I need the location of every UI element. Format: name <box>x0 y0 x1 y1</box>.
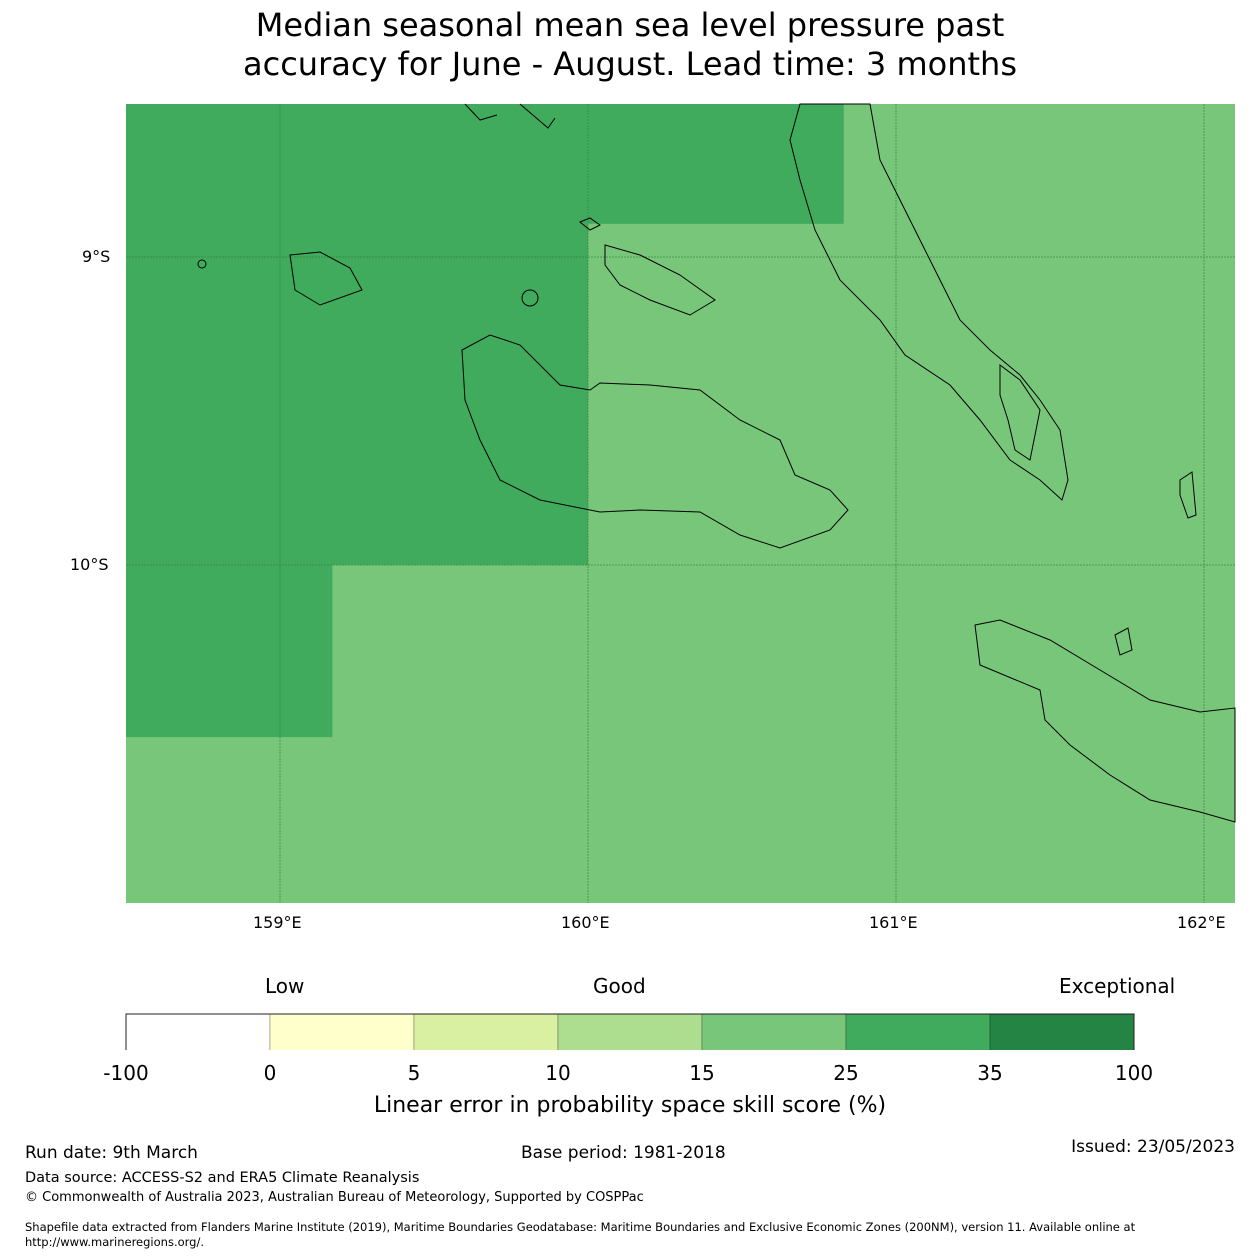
shapefile-url: http://www.marineregions.org/. <box>25 1235 204 1249</box>
skill-region <box>588 104 844 224</box>
colorbar-good-label: Good <box>593 974 646 998</box>
colorbar-outline <box>125 1013 1135 1050</box>
colorbar-segment <box>125 1013 271 1050</box>
base-period: Base period: 1981-2018 <box>521 1143 726 1163</box>
colorbar-tick-label: 15 <box>689 1061 715 1085</box>
colorbar-tick-label: 35 <box>977 1061 1003 1085</box>
run-date: Run date: 9th March <box>25 1143 198 1163</box>
title-line-1: Median seasonal mean sea level pressure … <box>255 6 1005 44</box>
x-tick-label: 162°E <box>1177 913 1226 932</box>
shapefile-credit: Shapefile data extracted from Flanders M… <box>25 1220 1136 1234</box>
florida-islands-coast <box>604 244 716 316</box>
colorbar-tick-label: 5 <box>407 1061 421 1085</box>
data-source: Data source: ACCESS-S2 and ERA5 Climate … <box>25 1170 420 1186</box>
guadalcanal-coast <box>461 334 849 549</box>
colorbar-segment <box>845 1013 991 1050</box>
small-malaita-coast <box>999 364 1041 461</box>
x-tick-label: 161°E <box>869 913 918 932</box>
island-coast <box>519 103 556 129</box>
y-tick-label: 10°S <box>70 555 109 574</box>
colorbar-segment <box>989 1013 1135 1050</box>
colorbar-segment <box>701 1013 847 1050</box>
y-tick-label: 9°S <box>82 247 111 266</box>
x-tick-label: 160°E <box>561 913 610 932</box>
malaita-coast <box>789 103 1069 501</box>
colorbar-low-label: Low <box>265 974 305 998</box>
copyright: © Commonwealth of Australia 2023, Austra… <box>25 1190 644 1205</box>
title-line-2: accuracy for June - August. Lead time: 3… <box>243 45 1017 83</box>
colorbar-exceptional-label: Exceptional <box>1059 974 1176 998</box>
skill-region <box>126 104 589 565</box>
island-coast <box>1114 627 1133 656</box>
island-coast <box>1179 471 1197 519</box>
colorbar-segment <box>413 1013 559 1050</box>
island-coast <box>521 289 539 307</box>
savo-coast <box>579 217 601 231</box>
gridlines <box>126 104 1235 903</box>
coastlines <box>197 103 1236 823</box>
colorbar-segment <box>269 1013 415 1050</box>
issued-date: Issued: 23/05/2023 <box>1071 1137 1235 1157</box>
chart-title: Median seasonal mean sea level pressure … <box>0 6 1260 84</box>
russell-islands-coast <box>289 251 363 306</box>
island-coast <box>197 259 207 269</box>
island-coast <box>464 103 498 121</box>
colorbar-tick-label: 10 <box>545 1061 571 1085</box>
colorbar <box>125 1013 1135 1050</box>
colorbar-tick-label: 0 <box>263 1061 277 1085</box>
x-tick-label: 159°E <box>253 913 302 932</box>
makira-coast <box>974 619 1236 823</box>
colorbar-tick-label: -100 <box>103 1061 149 1085</box>
colorbar-label: Linear error in probability space skill … <box>373 1093 887 1118</box>
colorbar-tick-label: 100 <box>1114 1061 1154 1085</box>
colorbar-segment <box>557 1013 703 1050</box>
colorbar-tick-label: 25 <box>833 1061 859 1085</box>
skill-region <box>126 564 333 738</box>
